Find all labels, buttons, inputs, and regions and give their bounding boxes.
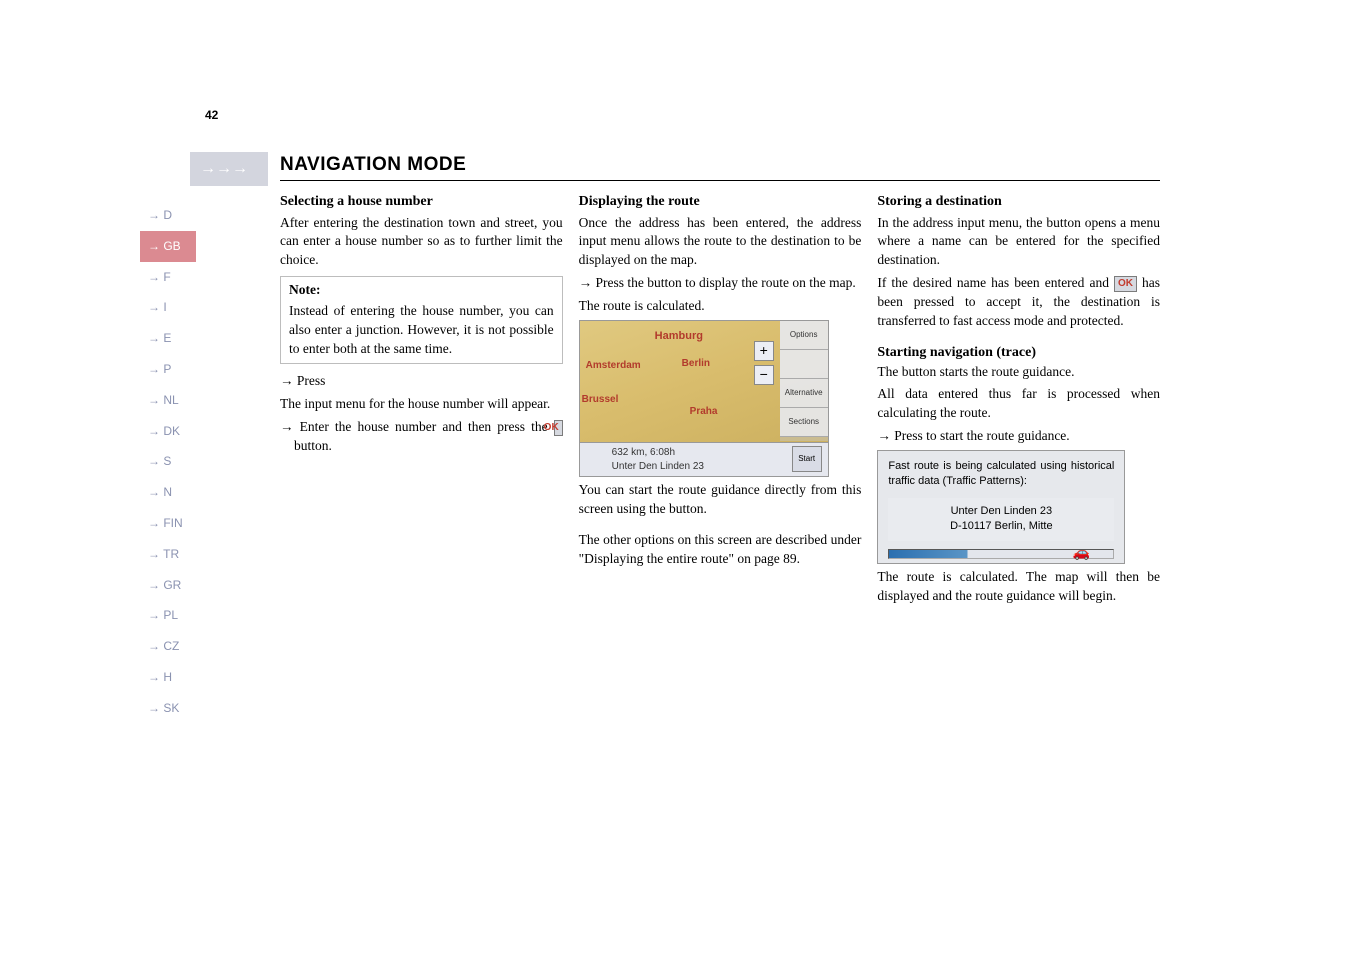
col2-p2: The route is calculated.	[579, 297, 862, 316]
map-city-praha: Praha	[690, 405, 718, 419]
sidebar-item[interactable]: → DK	[140, 416, 196, 447]
col1-step2-b: button.	[294, 438, 332, 453]
sidebar-item[interactable]: → PL	[140, 600, 196, 631]
col3-p1b: If the desired name has been entered and…	[877, 274, 1160, 331]
header-arrows: →→→	[190, 152, 268, 186]
map-option-blank[interactable]	[780, 350, 828, 379]
col3-heading: Storing a destination	[877, 192, 1160, 212]
zoom-in-button[interactable]: +	[754, 341, 774, 361]
col1-intro: After entering the destination town and …	[280, 214, 563, 271]
map-side-buttons: Options Alternative Sections	[780, 321, 828, 441]
sidebar-item[interactable]: → SK	[140, 693, 196, 724]
sidebar-item[interactable]: → GB	[140, 231, 196, 262]
calc-addr1: Unter Den Linden 23	[894, 504, 1108, 519]
sidebar-item[interactable]: → I	[140, 292, 196, 323]
car-icon: 🚗	[1073, 543, 1090, 563]
map-city-hamburg: Hamburg	[655, 329, 703, 344]
map-option-alternative[interactable]: Alternative	[780, 379, 828, 408]
col2-heading: Displaying the route	[579, 192, 862, 212]
col2-p3: You can start the route guidance directl…	[579, 481, 862, 519]
col1-step2: → Enter the house number and then press …	[280, 418, 563, 456]
sidebar-item[interactable]: → GR	[140, 570, 196, 601]
calc-inner: Unter Den Linden 23 D-10117 Berlin, Mitt…	[888, 498, 1114, 541]
sidebar-item[interactable]: → FIN	[140, 508, 196, 539]
column-2: Displaying the route Once the address ha…	[579, 192, 862, 609]
col3-subheading: Starting navigation (trace)	[877, 343, 1160, 363]
sidebar-item[interactable]: → H	[140, 662, 196, 693]
page-number: 42	[205, 107, 218, 124]
column-1: Selecting a house number After entering …	[280, 192, 563, 609]
start-button[interactable]: Start	[792, 446, 822, 472]
heading-rule	[280, 180, 1160, 181]
col3-p1b-a: If the desired name has been entered and	[877, 275, 1114, 290]
map-option-sections[interactable]: Sections	[780, 408, 828, 437]
sidebar-item[interactable]: → F	[140, 262, 196, 293]
ok-button-icon: OK	[554, 420, 563, 436]
route-calc-figure: Fast route is being calculated using his…	[877, 450, 1125, 564]
col2-p4: The other options on this screen are des…	[579, 531, 862, 569]
map-city-berlin: Berlin	[682, 357, 710, 371]
note-title: Note:	[289, 281, 554, 300]
map-city-brussel: Brussel	[582, 393, 619, 407]
sidebar-item[interactable]: → CZ	[140, 631, 196, 662]
language-sidebar: → D→ GB→ F→ I→ E→ P→ NL→ DK→ S→ N→ FIN→ …	[140, 200, 196, 724]
column-3: Storing a destination In the address inp…	[877, 192, 1160, 609]
map-city-amsterdam: Amsterdam	[586, 359, 641, 373]
col1-heading: Selecting a house number	[280, 192, 563, 212]
calc-addr2: D-10117 Berlin, Mitte	[894, 519, 1108, 534]
calc-text: Fast route is being calculated using his…	[888, 459, 1114, 490]
sidebar-item[interactable]: → TR	[140, 539, 196, 570]
note-body: Instead of entering the house number, yo…	[289, 302, 554, 359]
zoom-out-button[interactable]: −	[754, 365, 774, 385]
col3-step1: → Press to start the route guidance.	[877, 427, 1160, 446]
col3-p1a: In the address input menu, the button op…	[877, 214, 1160, 271]
col2-p1: Once the address has been entered, the a…	[579, 214, 862, 271]
sidebar-item[interactable]: → P	[140, 354, 196, 385]
map-option-options[interactable]: Options	[780, 321, 828, 350]
sidebar-item[interactable]: → NL	[140, 385, 196, 416]
col3-p3: All data entered thus far is processed w…	[877, 385, 1160, 423]
ok-button-icon: OK	[1114, 276, 1137, 292]
sidebar-item[interactable]: → N	[140, 477, 196, 508]
col3-p2: The button starts the route guidance.	[877, 363, 1160, 382]
route-map-figure: Hamburg Amsterdam Berlin Brussel Praha +…	[579, 320, 829, 477]
sidebar-item[interactable]: → E	[140, 323, 196, 354]
col3-p4: The route is calculated. The map will th…	[877, 568, 1160, 606]
note-box: Note: Instead of entering the house numb…	[280, 276, 563, 364]
col2-step1: → Press the button to display the route …	[579, 274, 862, 293]
col1-step2-a: → Enter the house number and then press …	[280, 419, 554, 434]
sidebar-item[interactable]: → S	[140, 446, 196, 477]
sidebar-item[interactable]: → D	[140, 200, 196, 231]
map-bottom-bar: 632 km, 6:08h Unter Den Linden 23	[580, 442, 828, 476]
page-heading: NAVIGATION MODE	[280, 152, 466, 179]
col1-step1: → Press	[280, 372, 563, 391]
col1-p2: The input menu for the house number will…	[280, 395, 563, 414]
